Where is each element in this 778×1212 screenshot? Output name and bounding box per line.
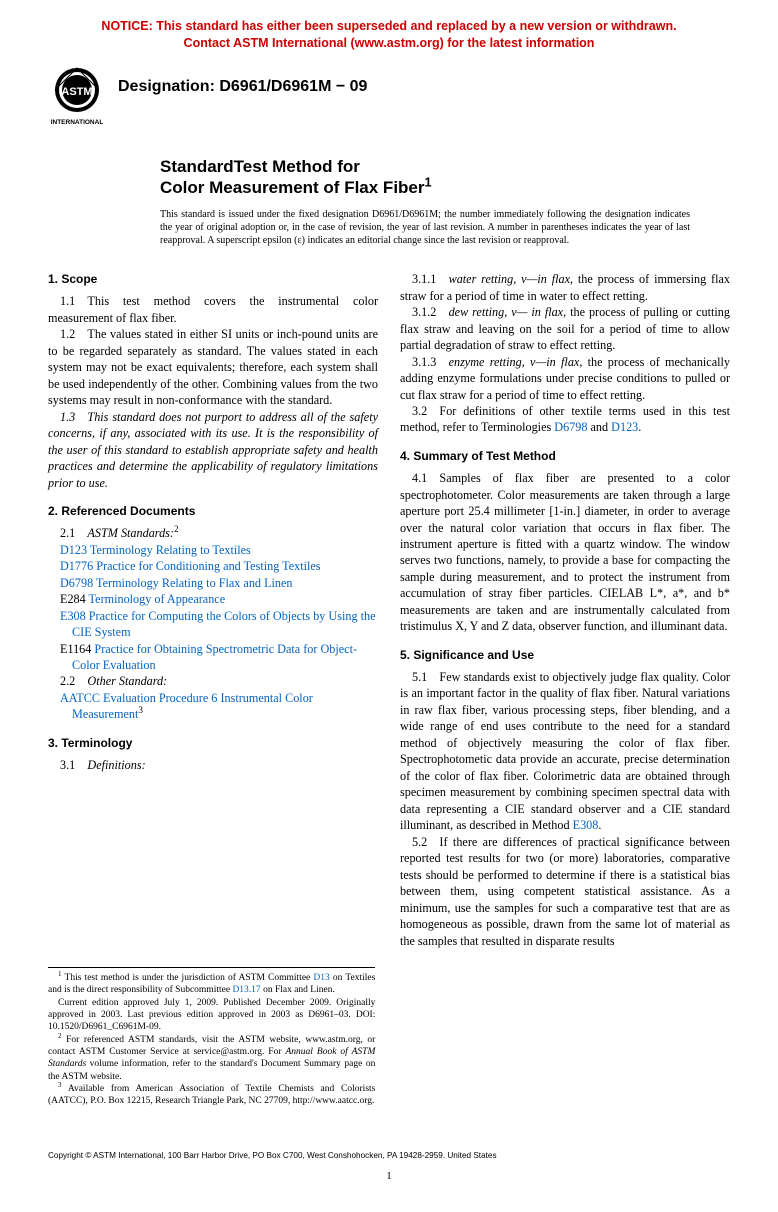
page-number: 1 bbox=[48, 1169, 730, 1184]
ref-e308: E308 Practice for Computing the Colors o… bbox=[48, 608, 378, 641]
ref-aatcc: AATCC Evaluation Procedure 6 Instrumenta… bbox=[48, 690, 378, 723]
ref-e284: E284 Terminology of Appearance bbox=[48, 591, 378, 607]
notice-line-1: NOTICE: This standard has either been su… bbox=[101, 19, 676, 33]
notice-line-2: Contact ASTM International (www.astm.org… bbox=[184, 36, 595, 50]
link-d123-inline[interactable]: D123 bbox=[611, 420, 638, 434]
para-2-2: 2.2 Other Standard: bbox=[48, 673, 378, 689]
title-line-1: StandardTest Method for bbox=[160, 157, 360, 176]
logo-subtext: INTERNATIONAL bbox=[51, 119, 104, 126]
copyright-line: Copyright © ASTM International, 100 Barr… bbox=[48, 1150, 730, 1161]
link-d13[interactable]: D13 bbox=[313, 973, 329, 983]
footnote-1: 1 This test method is under the jurisdic… bbox=[48, 972, 375, 997]
title-line-2: Color Measurement of Flax Fiber bbox=[160, 178, 425, 197]
para-3-2: 3.2 For definitions of other textile ter… bbox=[400, 403, 730, 436]
footnote-2: 2 For referenced ASTM standards, visit t… bbox=[48, 1034, 375, 1083]
link-e1164[interactable]: Practice for Obtaining Spectrometric Dat… bbox=[72, 642, 357, 672]
link-e308[interactable]: E308 bbox=[60, 609, 86, 623]
para-2-1: 2.1 ASTM Standards:2 bbox=[48, 525, 378, 541]
astm-logo: ASTM INTERNATIONAL bbox=[48, 66, 106, 128]
title-footnote-ref: 1 bbox=[425, 174, 432, 189]
para-3-1: 3.1 Definitions: bbox=[48, 757, 378, 773]
link-d6798[interactable]: D6798 bbox=[60, 576, 93, 590]
para-3-1-2: 3.1.2 dew retting, v— in flax, the proce… bbox=[400, 304, 730, 353]
link-d13-17[interactable]: D13.17 bbox=[232, 985, 260, 995]
ref-d1776: D1776 Practice for Conditioning and Test… bbox=[48, 558, 378, 574]
link-d123[interactable]: D123 bbox=[60, 543, 87, 557]
link-e308-inline[interactable]: E308 bbox=[573, 818, 599, 832]
footnote-3: 3 Available from American Association of… bbox=[48, 1083, 375, 1108]
para-1-2: 1.2 The values stated in either SI units… bbox=[48, 326, 378, 408]
document-page: NOTICE: This standard has either been su… bbox=[0, 0, 778, 1212]
section-2-head: 2. Referenced Documents bbox=[48, 503, 378, 519]
section-1-head: 1. Scope bbox=[48, 271, 378, 287]
para-5-2: 5.2 If there are differences of practica… bbox=[400, 834, 730, 949]
section-5-head: 5. Significance and Use bbox=[400, 647, 730, 663]
para-3-1-1: 3.1.1 water retting, v—in flax, the proc… bbox=[400, 271, 730, 304]
ref-d123: D123 Terminology Relating to Textiles bbox=[48, 542, 378, 558]
designation-text: Designation: D6961/D6961M − 09 bbox=[118, 66, 367, 98]
ref-d6798: D6798 Terminology Relating to Flax and L… bbox=[48, 575, 378, 591]
header-row: ASTM INTERNATIONAL Designation: D6961/D6… bbox=[48, 66, 730, 128]
para-5-1: 5.1 Few standards exist to objectively j… bbox=[400, 669, 730, 834]
para-1-3: 1.3 This standard does not purport to ad… bbox=[48, 409, 378, 491]
svg-text:ASTM: ASTM bbox=[61, 86, 92, 98]
link-aatcc[interactable]: AATCC Evaluation Procedure 6 bbox=[60, 691, 217, 705]
ref-e1164: E1164 Practice for Obtaining Spectrometr… bbox=[48, 641, 378, 674]
body-columns: 1. Scope 1.1 This test method covers the… bbox=[48, 271, 730, 949]
link-d1776[interactable]: D1776 bbox=[60, 559, 93, 573]
issuance-note: This standard is issued under the fixed … bbox=[160, 208, 690, 247]
title-block: StandardTest Method for Color Measuremen… bbox=[160, 156, 690, 199]
para-3-1-3: 3.1.3 enzyme retting, v—in flax, the pro… bbox=[400, 354, 730, 403]
notice-banner: NOTICE: This standard has either been su… bbox=[48, 18, 730, 52]
section-3-head: 3. Terminology bbox=[48, 735, 378, 751]
footnotes-block: 1 This test method is under the jurisdic… bbox=[48, 967, 375, 1108]
document-title: StandardTest Method for Color Measuremen… bbox=[160, 156, 690, 199]
para-4-1: 4.1 Samples of flax fiber are presented … bbox=[400, 470, 730, 635]
para-1-1: 1.1 This test method covers the instrume… bbox=[48, 293, 378, 326]
link-d6798-inline[interactable]: D6798 bbox=[554, 420, 587, 434]
footnote-1b: Current edition approved July 1, 2009. P… bbox=[48, 997, 375, 1034]
link-e284[interactable]: Terminology of Appearance bbox=[86, 592, 225, 606]
section-4-head: 4. Summary of Test Method bbox=[400, 448, 730, 464]
